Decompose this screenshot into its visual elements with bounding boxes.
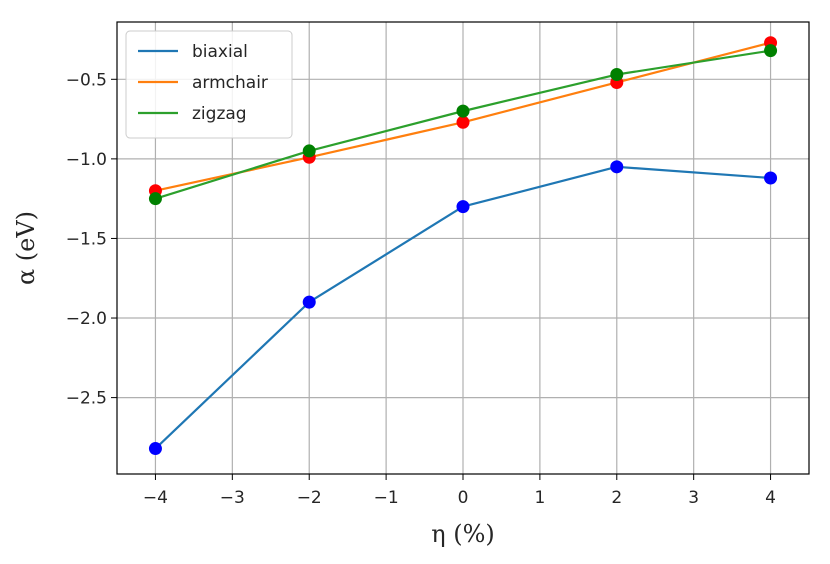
x-axis: −4 −3 −2 −1 0 1 2 3 4 bbox=[143, 474, 776, 508]
legend-label-armchair: armchair bbox=[192, 73, 268, 93]
y-axis-label: α (eV) bbox=[12, 211, 40, 285]
x-tick-label: −4 bbox=[143, 488, 168, 508]
x-tick-label: 2 bbox=[611, 488, 622, 508]
y-tick-label: −0.5 bbox=[66, 70, 107, 90]
data-point-biaxial bbox=[148, 442, 162, 456]
x-tick-label: −3 bbox=[220, 488, 245, 508]
data-point-zigzag bbox=[764, 44, 778, 58]
data-point-zigzag bbox=[148, 192, 162, 206]
y-tick-label: −2.5 bbox=[66, 389, 107, 409]
y-axis: −2.5 −2.0 −1.5 −1.0 −0.5 bbox=[66, 70, 117, 409]
data-point-armchair bbox=[456, 115, 470, 129]
data-point-zigzag bbox=[456, 104, 470, 118]
data-point-zigzag bbox=[610, 68, 624, 82]
x-tick-label: 3 bbox=[688, 488, 699, 508]
series-layer bbox=[148, 36, 778, 456]
y-tick-label: −1.0 bbox=[66, 150, 107, 170]
x-axis-label: η (%) bbox=[431, 520, 495, 548]
x-tick-label: 4 bbox=[765, 488, 776, 508]
data-point-biaxial bbox=[764, 171, 778, 185]
x-tick-label: 0 bbox=[458, 488, 469, 508]
data-point-biaxial bbox=[610, 160, 624, 174]
x-tick-label: 1 bbox=[534, 488, 545, 508]
y-tick-label: −2.0 bbox=[66, 309, 107, 329]
legend: biaxial armchair zigzag bbox=[125, 30, 293, 139]
legend-box bbox=[125, 30, 293, 139]
legend-label-zigzag: zigzag bbox=[192, 104, 247, 124]
data-point-biaxial bbox=[456, 200, 470, 214]
series-zigzag bbox=[148, 44, 778, 206]
data-point-biaxial bbox=[302, 295, 316, 309]
grid bbox=[117, 22, 809, 474]
data-point-zigzag bbox=[302, 144, 316, 158]
series-biaxial bbox=[148, 160, 778, 456]
x-tick-label: −1 bbox=[374, 488, 399, 508]
y-tick-label: −1.5 bbox=[66, 229, 107, 249]
x-tick-label: −2 bbox=[297, 488, 322, 508]
legend-label-biaxial: biaxial bbox=[192, 42, 248, 62]
